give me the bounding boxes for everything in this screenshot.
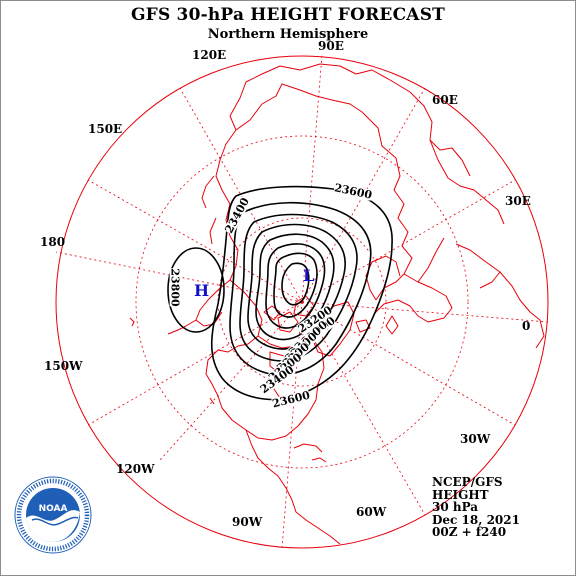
forecast-info: NCEP/GFS HEIGHT 30 hPa Dec 18, 2021 00Z … (432, 476, 520, 539)
contour-22400 (273, 252, 318, 318)
noaa-logo: NOAA (14, 476, 92, 554)
meridian-150w (87, 301, 303, 426)
meridian-60w (301, 301, 426, 516)
equator-circle (55, 55, 549, 549)
lon-label-120e: 120E (192, 48, 227, 62)
low-pressure-center: L (303, 266, 315, 285)
lon-label-60w: 60W (356, 505, 387, 519)
lon-label-30w: 30W (460, 432, 491, 446)
latitude-grid (135, 135, 469, 469)
meridian-120w (159, 301, 303, 461)
high-pressure-center: H (194, 281, 210, 300)
meridian-0 (301, 301, 549, 323)
lon-label-30e: 30E (505, 194, 531, 208)
meridian-120e (179, 87, 303, 303)
lon-label-150w: 150W (44, 359, 83, 373)
contour-23800 (167, 247, 225, 333)
map-subtitle: Northern Hemisphere (207, 27, 369, 42)
contour-23400 (229, 201, 372, 376)
contour-22200 (281, 262, 310, 306)
info-cycle: 00Z + f240 (432, 525, 507, 539)
info-date: Dec 18, 2021 (432, 512, 520, 527)
lon-label-90e: 90E (318, 39, 344, 53)
map-title: GFS 30-hPa HEIGHT FORECAST (130, 5, 446, 25)
info-source: NCEP/GFS (432, 475, 503, 489)
coastlines (129, 63, 545, 545)
meridian-60e (301, 87, 426, 303)
latitude-circle-30 (135, 135, 469, 469)
contour-22600 (265, 243, 326, 329)
lon-label-0: 0 (522, 319, 531, 333)
lon-label-120w: 120W (116, 462, 155, 476)
meridian-150e (87, 179, 303, 303)
info-level: 30 hPa (432, 500, 479, 514)
latitude-circle-60 (217, 217, 387, 387)
meridian-30w (301, 301, 516, 426)
meridian-30e (301, 179, 516, 303)
lon-label-150e: 150E (88, 122, 123, 136)
lon-label-180: 180 (40, 235, 66, 249)
contour-label-23800: 23800 (168, 268, 182, 307)
info-variable: HEIGHT (432, 487, 489, 502)
lon-label-60e: 60E (432, 93, 458, 107)
lon-label-90w: 90W (232, 515, 263, 529)
contour-22800 (255, 233, 335, 341)
noaa-logo-text: NOAA (39, 504, 68, 514)
